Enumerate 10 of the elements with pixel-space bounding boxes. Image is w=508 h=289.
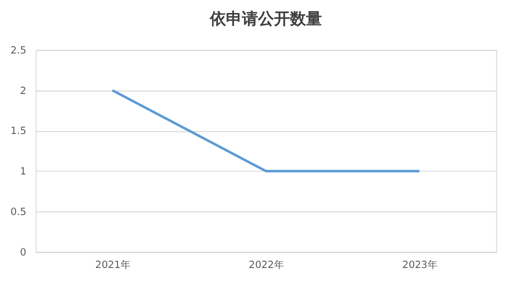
- y-tick-label: 2: [20, 86, 26, 97]
- y-tick-label: 1: [20, 166, 26, 178]
- y-tick-label: 0.5: [10, 206, 26, 218]
- x-tick-label: 2023年: [402, 259, 438, 272]
- x-tick-label: 2021年: [95, 259, 130, 272]
- y-tick-label: 2.5: [10, 45, 26, 56]
- y-tick-label: 1.5: [10, 126, 26, 138]
- chart-title: 依申请公开数量: [208, 9, 322, 28]
- x-tick-label: 2022年: [248, 259, 284, 272]
- y-tick-label: 0: [20, 247, 26, 258]
